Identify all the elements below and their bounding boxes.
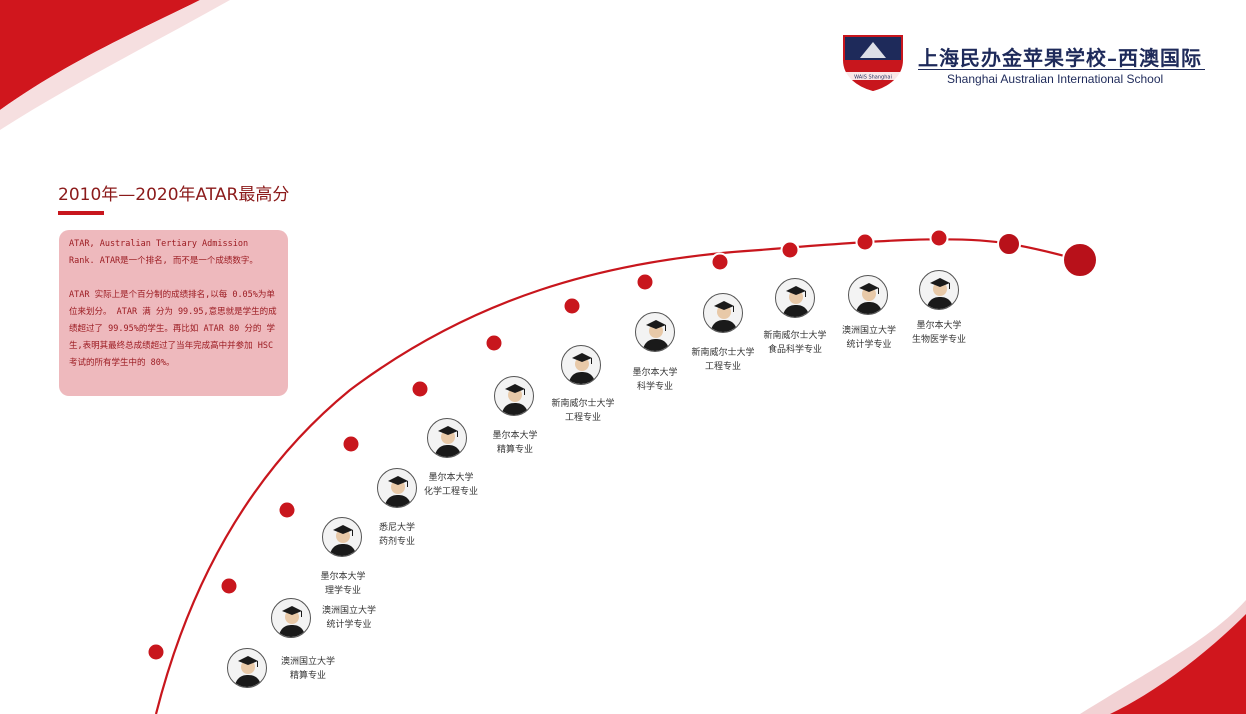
student-avatar-icon (227, 648, 267, 688)
graduate-caption: 墨尔本大学生物医学专业 (884, 319, 994, 347)
student-avatar-icon (271, 598, 311, 638)
info-paragraph-2: ATAR 实际上是个百分制的成绩排名,以每 0.05%为单位来划分。 ATAR … (69, 290, 277, 368)
university-name: 新南威尔士大学 (763, 331, 827, 341)
major-name: 生物医学专业 (911, 335, 966, 345)
bottom-right-red-swoosh (1110, 614, 1246, 714)
timeline-dot-2015 (484, 333, 504, 353)
university-name: 澳洲国立大学 (841, 326, 896, 336)
graduate-caption: 悉尼大学 药剂专业 (342, 521, 452, 549)
university-name: 墨尔本大学 (428, 473, 474, 483)
graduate-caption: 墨尔本大学 精算专业 (460, 429, 570, 457)
university-name: 澳洲国立大学 (321, 606, 376, 616)
major-name: 食品科学专业 (767, 345, 822, 355)
school-name-en: Shanghai Australian International School (947, 72, 1164, 86)
university-name: 悉尼大学 (378, 523, 415, 533)
student-avatar-icon (377, 468, 417, 508)
major-name: 工程专业 (704, 362, 741, 372)
timeline-dot-2019 (855, 232, 875, 252)
graduate-caption: 新南威尔士大学 工程专业 (528, 397, 638, 425)
university-name: 墨尔本大学 (492, 431, 538, 441)
university-name: 新南威尔士大学 (691, 348, 755, 358)
student-avatar-icon (848, 275, 888, 315)
university-name: 墨尔本大学 (632, 368, 678, 378)
timeline-dot-2013 (341, 434, 361, 454)
student-avatar-icon (322, 517, 362, 557)
section-title: 2010年—2020年ATAR最高分 (58, 185, 290, 205)
timeline-dot-2021 (997, 232, 1021, 256)
student-avatar-icon (775, 278, 815, 318)
timeline-dot-2018 (710, 252, 730, 272)
title-underline (58, 211, 104, 215)
major-name: 化学工程专业 (423, 487, 478, 497)
timeline-dot-2017 (635, 272, 655, 292)
school-crest-icon: WAIS Shanghai (843, 35, 903, 92)
major-name: 理学专业 (324, 586, 361, 596)
major-name: 药剂专业 (378, 537, 415, 547)
timeline-dot-2020 (929, 228, 949, 248)
major-name: 科学专业 (636, 382, 673, 392)
graduate-caption: 新南威尔士大学 食品科学专业 (740, 329, 850, 357)
timeline-dot-2022 (1062, 242, 1098, 278)
timeline-dot-2018 (780, 240, 800, 260)
timeline-dot-2012 (277, 500, 297, 520)
timeline-dot-2014 (410, 379, 430, 399)
graduate-caption: 墨尔本大学 理学专业 (288, 570, 398, 598)
student-avatar-icon (561, 345, 601, 385)
graduate-caption: 墨尔本大学 科学专业 (600, 366, 710, 394)
university-name: 新南威尔士大学 (551, 399, 615, 409)
university-name: 墨尔本大学 (320, 572, 366, 582)
student-avatar-icon (494, 376, 534, 416)
student-avatar-icon (635, 312, 675, 352)
timeline-curve (154, 238, 1081, 714)
student-avatar-icon (919, 270, 959, 310)
graduate-caption: 新南威尔士大学 工程专业 (668, 346, 778, 374)
timeline-dot-2016 (562, 296, 582, 316)
major-name: 工程专业 (564, 413, 601, 423)
student-avatar-icon (703, 293, 743, 333)
graduate-caption: 墨尔本大学化学工程专业 (396, 471, 506, 499)
university-name: 墨尔本大学 (916, 321, 962, 331)
major-name: 统计学专业 (846, 340, 892, 350)
major-name: 统计学专业 (326, 620, 372, 630)
major-name: 精算专业 (289, 671, 326, 681)
school-name-cn: 上海民办金苹果学校–西澳国际 (918, 46, 1202, 70)
timeline-dot-2010 (146, 642, 166, 662)
atar-explanation-box: ATAR, Australian Tertiary Admission Rank… (59, 230, 288, 396)
major-name: 精算专业 (496, 445, 533, 455)
graduate-caption: 澳洲国立大学 统计学专业 (294, 604, 404, 632)
graduate-caption: 澳洲国立大学 精算专业 (253, 655, 363, 683)
student-avatar-icon (427, 418, 467, 458)
timeline-dot-2011 (219, 576, 239, 596)
info-paragraph-1: ATAR, Australian Tertiary Admission Rank… (69, 239, 258, 266)
university-name: 澳洲国立大学 (280, 657, 335, 667)
crest-text: WAIS Shanghai (854, 75, 892, 81)
top-left-red-swoosh (0, 0, 200, 110)
graduate-caption: 澳洲国立大学 统计学专业 (814, 324, 924, 352)
logo-divider (918, 69, 1205, 70)
